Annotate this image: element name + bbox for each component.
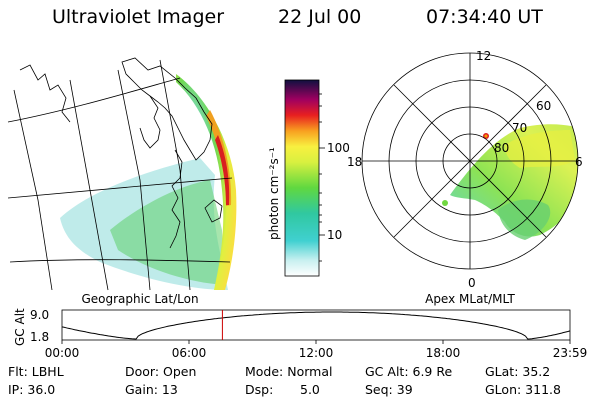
mlt-label-18: 18: [347, 155, 362, 169]
mlt-label-12: 12: [476, 49, 491, 63]
timeline-ticks: [61, 340, 571, 344]
polar-grid: [361, 52, 579, 270]
instrument-title: Ultraviolet Imager: [52, 6, 225, 28]
timeline-ytick-min: 1.8: [30, 330, 49, 344]
polar-caption: Apex MLat/MLT: [425, 292, 515, 306]
altitude-timeline: [61, 309, 571, 344]
timeline-xtick-0600: 06:00: [172, 346, 207, 360]
geo-grid: [7, 59, 233, 291]
status-mode: Mode: Normal: [245, 364, 333, 379]
status-gc-alt: GC Alt: 6.9 Re: [365, 364, 453, 379]
auroral-arc-peak: [215, 135, 230, 205]
timeline-ytick-max: 9.0: [30, 308, 49, 322]
timeline-xtick-0000: 00:00: [45, 346, 80, 360]
emission-core: [110, 180, 225, 285]
colorbar-tick-10: 10: [327, 228, 342, 242]
lat-label-80: 80: [494, 141, 509, 155]
status-door: Door: Open: [125, 364, 197, 379]
greenland-coastline: [121, 57, 213, 161]
status-dsp-label: Dsp:: [245, 382, 274, 397]
time-label: 07:34:40 UT: [426, 6, 543, 28]
auroral-arc: [176, 74, 237, 290]
geographic-image: [7, 57, 237, 291]
colorbar-tick-100: 100: [327, 141, 350, 155]
lat-label-70: 70: [512, 121, 527, 135]
lat-label-60: 60: [536, 99, 551, 113]
timeline-xtick-2359: 23:59: [553, 346, 588, 360]
orbit-altitude-curve: [61, 311, 571, 340]
colorbar: [284, 79, 320, 277]
coastline-detail: [139, 95, 161, 149]
status-glat: GLat: 35.2: [485, 364, 551, 379]
polar-plot: 12 18 6 0 60 70 80: [347, 49, 583, 290]
newfoundland-coastline: [204, 199, 223, 223]
arctic-coastline: [19, 64, 71, 123]
labrador-coastline: [169, 149, 183, 249]
mlt-label-0: 0: [468, 276, 476, 290]
status-flt: Flt: LBHL: [8, 364, 64, 379]
timeline-frame: [61, 309, 571, 341]
status-ip: IP: 36.0: [8, 382, 56, 397]
geo-caption: Geographic Lat/Lon: [81, 292, 198, 306]
status-dsp-value: 5.0: [300, 382, 320, 397]
status-seq: Seq: 39: [365, 382, 413, 397]
mlt-label-6: 6: [575, 155, 583, 169]
colorbar-label: photon cm⁻²s⁻¹: [267, 147, 281, 240]
colorbar-ticks: [319, 93, 325, 262]
status-glon: GLon: 311.8: [485, 382, 561, 397]
timeline-xtick-1800: 18:00: [426, 346, 461, 360]
date-label: 22 Jul 00: [278, 6, 362, 28]
timeline-ylabel: GC Alt: [13, 308, 27, 346]
status-gain: Gain: 13: [125, 382, 178, 397]
polar-emission: [442, 124, 578, 240]
timeline-xtick-1200: 12:00: [299, 346, 334, 360]
